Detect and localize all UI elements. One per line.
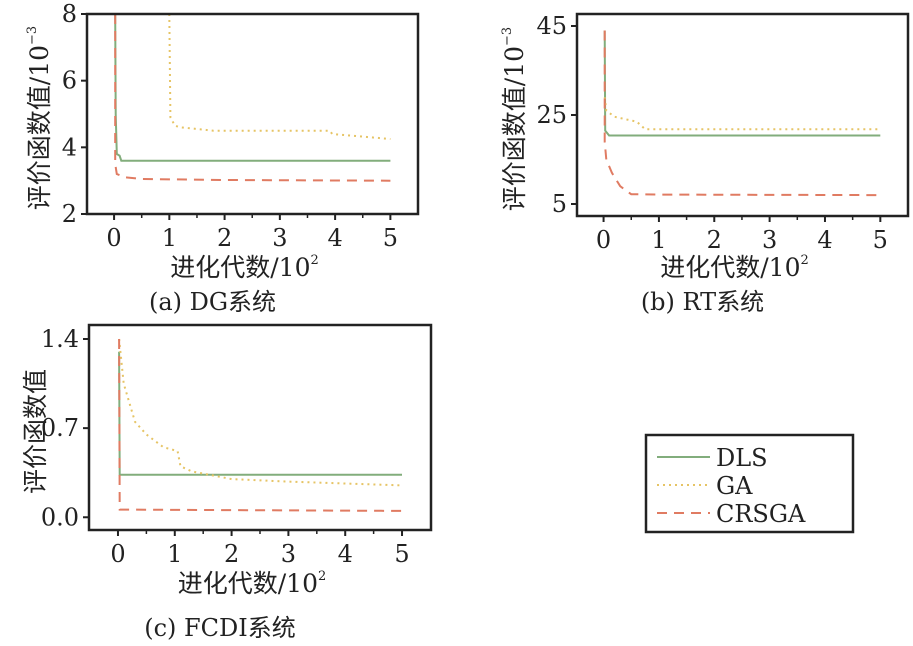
x-axis-label-text: 进化代数/10 [660,253,800,282]
y-tick-label: 6 [62,67,77,95]
x-tick-label: 5 [383,224,398,252]
x-tick-label: 2 [707,226,722,254]
y-axis-label: 评价函数值/10−3 [500,27,529,211]
x-tick-label: 1 [167,540,182,568]
y-tick-label: 25 [536,101,567,129]
x-tick-label: 2 [224,540,239,568]
y-axis-label: 评价函数值/10−3 [25,26,54,210]
x-tick-label: 4 [338,540,353,568]
y-axis-label: 评价函数值 [21,369,50,494]
legend-frame [644,433,855,534]
axes-frame [85,12,420,216]
series-line-ga [118,338,403,487]
x-axis-label-exponent: 2 [318,569,326,584]
x-axis-label-exponent: 2 [310,253,318,268]
subplot-title: (b) RT系统 [641,288,764,316]
y-tick-label: 5 [552,190,567,218]
subplot-2: 0 1 2 3 4 5 0.0 0.7 1.4 进化代数/102 评价函数值 (c) FCDI系统 [21,323,433,642]
y-tick-label: 0.7 [41,414,79,442]
y-axis-label-exponent: −3 [500,27,515,46]
series-line-dls [118,351,402,476]
y-tick-label: 8 [62,0,77,28]
x-tick-label: 2 [217,224,232,252]
series-line-dls [603,30,881,137]
y-tick-label: 2 [62,200,77,228]
x-tick-label: 3 [272,224,287,252]
y-tick-label: 45 [536,12,567,40]
subplot-title: (c) FCDI系统 [144,614,296,642]
x-tick-label: 0 [110,540,125,568]
x-tick-label: 4 [327,224,342,252]
x-tick-label: 1 [162,224,177,252]
x-axis-label: 进化代数/102 [178,569,327,598]
x-axis-label-text: 进化代数/10 [170,253,310,282]
series-line-crsga [118,338,403,512]
x-tick-label: 3 [762,226,777,254]
x-axis-label-exponent: 2 [800,253,808,268]
y-axis-label-text: 评价函数值 [21,369,50,494]
x-tick-label: 3 [281,540,296,568]
series-line-dls [114,13,391,162]
x-axis-label: 进化代数/102 [660,253,809,282]
y-axis-label-text: 评价函数值/10 [500,46,529,211]
series-line-ga [168,13,391,140]
legend-label-dls: DLS [716,444,768,472]
x-tick-label: 0 [106,224,121,252]
x-axis-label: 进化代数/102 [170,253,319,282]
x-tick-label: 1 [651,226,666,254]
axes-frame [87,323,433,532]
y-axis-label-exponent: −3 [25,26,40,45]
y-axis-label-text: 评价函数值/10 [25,45,54,210]
x-tick-label: 5 [873,226,888,254]
series-line-crsga [114,14,391,182]
y-tick-label: 1.4 [41,325,79,353]
legend-label-ga: GA [716,472,753,500]
legend-label-crsga: CRSGA [716,500,806,528]
series-line-ga [603,97,881,131]
y-tick-label: 4 [62,133,77,161]
x-tick-label: 5 [394,540,409,568]
series-line-crsga [603,30,881,197]
subplot-title: (a) DG系统 [149,288,276,316]
y-tick-label: 0.0 [41,503,79,531]
x-tick-label: 4 [817,226,832,254]
x-tick-label: 0 [596,226,611,254]
axes-frame [575,12,910,218]
x-axis-label-text: 进化代数/10 [178,569,318,598]
